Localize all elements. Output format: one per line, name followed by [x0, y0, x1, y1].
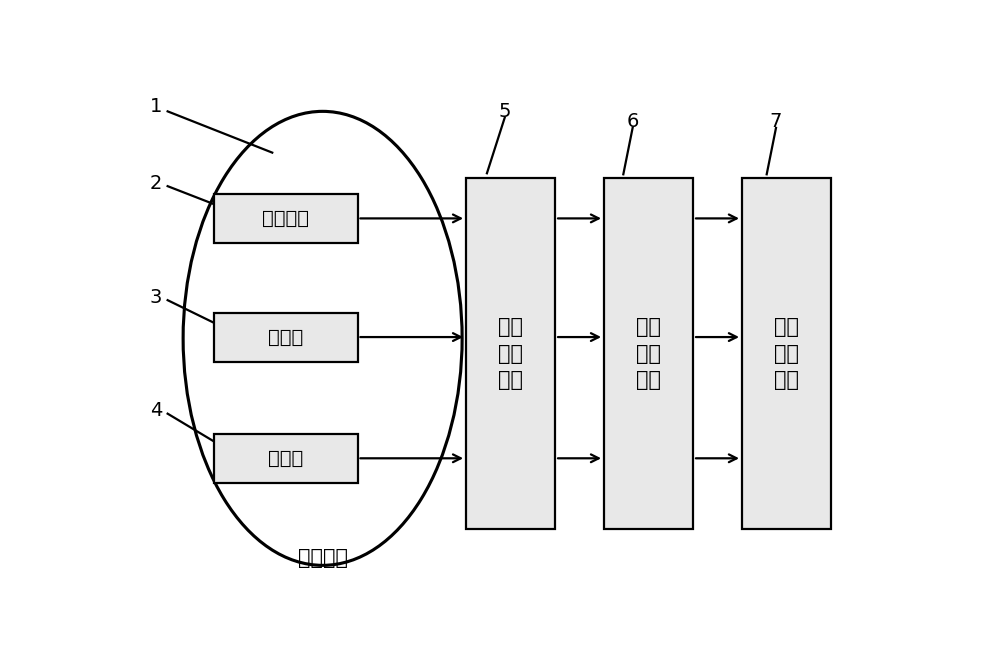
Text: 陀螺仪: 陀螺仪 — [268, 328, 303, 346]
Bar — [742, 178, 831, 529]
Text: 人员足部: 人员足部 — [298, 547, 348, 567]
Text: 信号
处理
单元: 信号 处理 单元 — [636, 318, 661, 390]
Text: 1: 1 — [150, 96, 162, 116]
Text: 5: 5 — [498, 102, 511, 121]
Bar — [604, 178, 693, 529]
Text: 加速度计: 加速度计 — [262, 209, 309, 228]
Text: 2: 2 — [150, 174, 162, 193]
Text: 6: 6 — [626, 112, 639, 131]
Text: 4: 4 — [150, 401, 162, 420]
Text: 7: 7 — [770, 112, 782, 131]
Bar — [214, 194, 358, 243]
Text: 3: 3 — [150, 287, 162, 307]
Text: 信号
采集
单元: 信号 采集 单元 — [498, 318, 523, 390]
Bar — [214, 433, 358, 483]
Text: 数据
传输
单元: 数据 传输 单元 — [774, 318, 799, 390]
Text: 磁力计: 磁力计 — [268, 449, 303, 468]
Bar — [214, 312, 358, 362]
Bar — [466, 178, 555, 529]
